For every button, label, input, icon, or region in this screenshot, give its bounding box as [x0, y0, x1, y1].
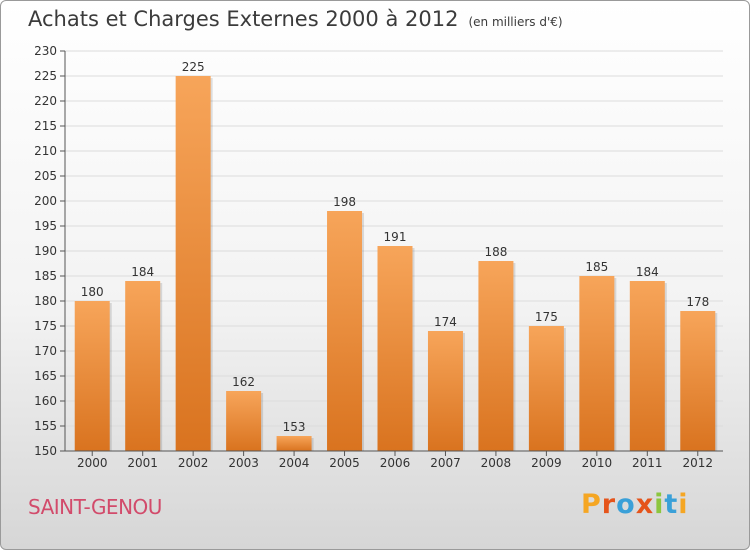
- brand-letter: o: [616, 489, 636, 520]
- bar-2009: [528, 326, 564, 451]
- x-tick-label: 2000: [77, 456, 108, 470]
- bar-2001: [125, 281, 161, 451]
- labels: 150 155 160 165 170 175 180 185 190 195 200 205 210 2…: [34, 44, 713, 470]
- commune-name: SAINT-GENOU: [28, 495, 162, 519]
- brand-letter: t: [664, 489, 679, 520]
- y-tick-label: 180: [34, 294, 57, 308]
- bar-2004: [276, 436, 312, 451]
- brand-letter: P: [581, 489, 602, 520]
- bar-2011: [629, 281, 665, 451]
- bars: [74, 76, 718, 451]
- y-tick-label: 155: [34, 419, 57, 433]
- data-label: 162: [232, 375, 255, 389]
- x-tick-label: 2003: [228, 456, 259, 470]
- y-tick-label: 225: [34, 69, 57, 83]
- bar-2000: [74, 301, 110, 451]
- x-tick-label: 2009: [531, 456, 562, 470]
- x-tick-label: 2012: [682, 456, 713, 470]
- x-tick-label: 2007: [430, 456, 461, 470]
- bar-2007: [427, 331, 463, 451]
- brand-logo: Proxiti: [581, 489, 689, 520]
- y-tick-label: 185: [34, 269, 57, 283]
- data-label: 175: [535, 310, 558, 324]
- y-tick-label: 210: [34, 144, 57, 158]
- x-tick-label: 2006: [380, 456, 411, 470]
- bar-2012: [680, 311, 716, 451]
- data-label: 185: [585, 260, 608, 274]
- y-tick-label: 165: [34, 369, 57, 383]
- y-tick-label: 160: [34, 394, 57, 408]
- y-tick-label: 215: [34, 119, 57, 133]
- chart-title: Achats et Charges Externes 2000 à 2012: [28, 7, 459, 31]
- x-tick-label: 2004: [279, 456, 310, 470]
- data-label: 184: [636, 265, 659, 279]
- data-label: 180: [81, 285, 104, 299]
- y-tick-label: 230: [34, 44, 57, 58]
- x-tick-label: 2002: [178, 456, 209, 470]
- brand-letter: x: [635, 489, 655, 520]
- bar-2008: [478, 261, 514, 451]
- y-tick-label: 150: [34, 444, 57, 458]
- data-label: 178: [686, 295, 709, 309]
- chart-subtitle: (en milliers d'€): [468, 15, 563, 29]
- brand-letter: i: [678, 489, 689, 520]
- brand-letter: r: [601, 489, 617, 520]
- y-tick-label: 175: [34, 319, 57, 333]
- data-label: 198: [333, 195, 356, 209]
- data-label: 174: [434, 315, 457, 329]
- brand-letter: i: [654, 489, 665, 520]
- x-tick-label: 2011: [632, 456, 663, 470]
- y-tick-label: 220: [34, 94, 57, 108]
- x-tick-label: 2005: [329, 456, 360, 470]
- y-tick-label: 205: [34, 169, 57, 183]
- bar-2010: [579, 276, 615, 451]
- y-tick-label: 195: [34, 219, 57, 233]
- y-tick-label: 200: [34, 194, 57, 208]
- data-label: 191: [384, 230, 407, 244]
- bar-2002: [175, 76, 211, 451]
- bar-2003: [226, 391, 262, 451]
- x-tick-label: 2010: [582, 456, 613, 470]
- data-label: 188: [484, 245, 507, 259]
- data-label: 184: [131, 265, 154, 279]
- bar-2006: [377, 246, 413, 451]
- title-row: Achats et Charges Externes 2000 à 2012 (e…: [28, 7, 563, 31]
- y-tick-label: 170: [34, 344, 57, 358]
- x-tick-label: 2008: [481, 456, 512, 470]
- axes: [60, 50, 723, 456]
- data-label: 153: [283, 420, 306, 434]
- data-label: 225: [182, 60, 205, 74]
- x-tick-label: 2001: [127, 456, 158, 470]
- bar-2005: [327, 211, 363, 451]
- y-tick-label: 190: [34, 244, 57, 258]
